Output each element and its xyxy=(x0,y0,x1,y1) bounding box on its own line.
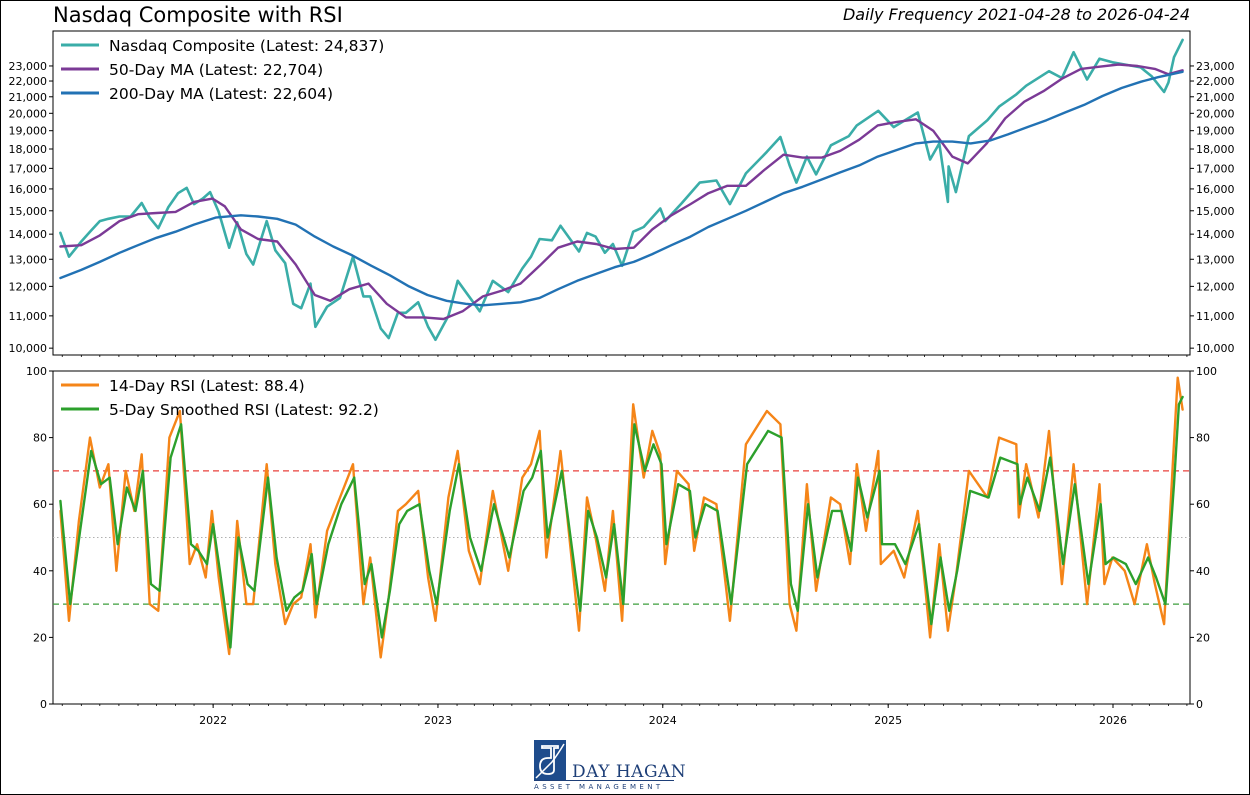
x-tick-label: 2026 xyxy=(1099,714,1127,727)
rsi-legend-label-0: 14-Day RSI (Latest: 88.4) xyxy=(109,377,305,395)
price-y-tick-label-right: 14,000 xyxy=(1196,228,1235,241)
x-tick-label: 2025 xyxy=(874,714,902,727)
x-tick-label: 2024 xyxy=(649,714,677,727)
price-y-tick-label-left: 16,000 xyxy=(9,183,48,196)
price-legend-label-0: Nasdaq Composite (Latest: 24,837) xyxy=(109,37,384,55)
company-logo: DAY HAGAN ASSET MANAGEMENT xyxy=(534,740,686,792)
price-y-tick-label-left: 10,000 xyxy=(9,342,48,355)
rsi-y-tick-label-left: 60 xyxy=(33,498,47,511)
chart-title: Nasdaq Composite with RSI xyxy=(53,3,343,27)
rsi-y-tick-label-right: 20 xyxy=(1196,631,1210,644)
price-y-tick-label-left: 17,000 xyxy=(9,162,48,175)
price-y-tick-label-right: 20,000 xyxy=(1196,107,1235,120)
price-series-line-1 xyxy=(59,63,1184,321)
price-y-tick-label-right: 23,000 xyxy=(1196,60,1235,73)
price-y-tick-label-right: 15,000 xyxy=(1196,205,1235,218)
price-y-tick-label-left: 11,000 xyxy=(9,310,48,323)
rsi-y-tick-label-left: 20 xyxy=(33,631,47,644)
rsi-series-line-0 xyxy=(59,376,1184,659)
price-y-tick-label-left: 12,000 xyxy=(9,280,48,293)
logo-name: DAY HAGAN xyxy=(572,762,687,782)
price-y-tick-label-right: 19,000 xyxy=(1196,125,1235,138)
rsi-series-line-1 xyxy=(59,395,1184,649)
price-y-tick-label-left: 19,000 xyxy=(9,125,48,138)
price-y-tick-label-right: 13,000 xyxy=(1196,253,1235,266)
price-y-tick-label-right: 10,000 xyxy=(1196,342,1235,355)
price-y-tick-label-right: 22,000 xyxy=(1196,75,1235,88)
rsi-y-tick-label-right: 0 xyxy=(1196,698,1203,711)
rsi-y-tick-label-right: 40 xyxy=(1196,565,1210,578)
rsi-legend-label-1: 5-Day Smoothed RSI (Latest: 92.2) xyxy=(109,401,379,419)
rsi-panel: 0 0 20 20 40 40 60 60 80 80 100 100 14-Day RSI (Late… xyxy=(26,365,1217,727)
rsi-y-tick-label-right: 100 xyxy=(1196,365,1217,378)
price-y-tick-label-left: 23,000 xyxy=(9,60,48,73)
price-y-tick-label-right: 11,000 xyxy=(1196,310,1235,323)
price-y-tick-label-left: 13,000 xyxy=(9,253,48,266)
logo-tagline: ASSET MANAGEMENT xyxy=(534,783,664,791)
price-y-tick-label-left: 20,000 xyxy=(9,107,48,120)
price-y-tick-label-left: 15,000 xyxy=(9,205,48,218)
rsi-y-tick-label-left: 80 xyxy=(33,432,47,445)
price-legend-label-1: 50-Day MA (Latest: 22,704) xyxy=(109,61,323,79)
price-series-line-2 xyxy=(59,70,1184,307)
price-y-tick-label-right: 16,000 xyxy=(1196,183,1235,196)
x-tick-label: 2023 xyxy=(424,714,452,727)
chart-subtitle: Daily Frequency 2021-04-28 to 2026-04-24 xyxy=(842,5,1190,24)
rsi-y-tick-label-left: 100 xyxy=(26,365,47,378)
price-y-tick-label-left: 18,000 xyxy=(9,143,48,156)
rsi-y-tick-label-right: 80 xyxy=(1196,432,1210,445)
price-y-tick-label-left: 14,000 xyxy=(9,228,48,241)
price-y-tick-label-left: 22,000 xyxy=(9,75,48,88)
price-series-line-0 xyxy=(59,38,1184,342)
price-y-tick-label-right: 17,000 xyxy=(1196,162,1235,175)
price-legend-label-2: 200-Day MA (Latest: 22,604) xyxy=(109,85,333,103)
price-panel: 10,000 10,000 11,000 11,000 12,000 12,000 13,0… xyxy=(9,30,1235,357)
chart-canvas: 10,000 10,000 11,000 11,000 12,000 12,000 13,0… xyxy=(9,30,1235,727)
rsi-y-tick-label-left: 40 xyxy=(33,565,47,578)
price-axes-frame xyxy=(52,30,1191,356)
logo-mark-icon xyxy=(534,740,566,780)
price-y-tick-label-right: 21,000 xyxy=(1196,91,1235,104)
x-tick-label: 2022 xyxy=(199,714,227,727)
rsi-y-tick-label-right: 60 xyxy=(1196,498,1210,511)
price-y-tick-label-left: 21,000 xyxy=(9,91,48,104)
price-y-tick-label-right: 18,000 xyxy=(1196,143,1235,156)
logo-divider xyxy=(534,780,674,781)
rsi-y-tick-label-left: 0 xyxy=(40,698,47,711)
price-y-tick-label-right: 12,000 xyxy=(1196,280,1235,293)
